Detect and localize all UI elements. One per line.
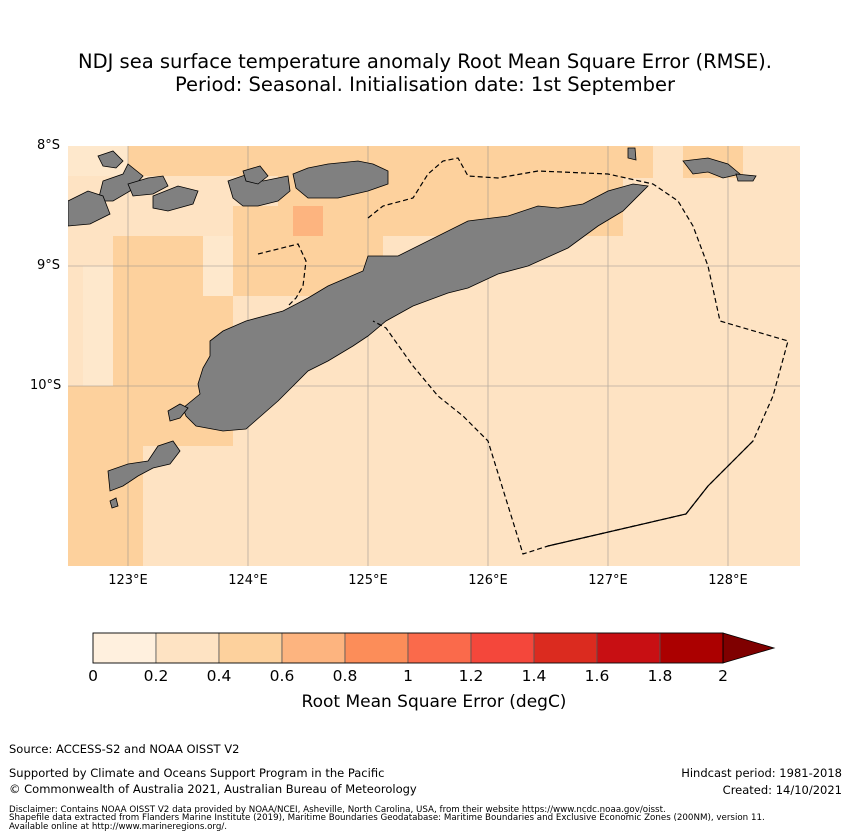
colorbar-extend-arrow (722, 632, 776, 664)
lon-label-124e: 124°E (228, 573, 268, 588)
lat-label-8s: 8°S (37, 138, 61, 153)
cbar-tick-0-2: 0.2 (143, 667, 169, 685)
cbar-tick-0-4: 0.4 (206, 667, 232, 685)
adonara-island (127, 175, 169, 197)
hindcast-text: Hindcast period: 1981-2018 (681, 766, 842, 780)
colorbar (92, 632, 776, 664)
small-island-2 (242, 165, 269, 185)
cbar-tick-1-4: 1.4 (521, 667, 547, 685)
semau-island (167, 403, 189, 422)
cbar-tick-1: 1 (403, 667, 413, 685)
chart-title-line1: NDJ sea surface temperature anomaly Root… (77, 50, 772, 73)
oecusse-boundary (257, 243, 307, 307)
colorbar-cell-9 (659, 632, 724, 664)
colorbar-cell-7 (533, 632, 598, 664)
cbar-tick-1-6: 1.6 (584, 667, 610, 685)
chart-title-line2: Period: Seasonal. Initialisation date: 1… (174, 73, 676, 96)
maritime-boundary (257, 157, 789, 555)
lembata-island (152, 185, 199, 212)
colorbar-cell-5 (407, 632, 472, 664)
cbar-tick-0: 0 (88, 667, 98, 685)
kisar-island (682, 157, 741, 179)
created-text: Created: 14/10/2021 (722, 783, 842, 797)
ndao-island (109, 497, 119, 509)
colorbar-cell-2 (218, 632, 283, 664)
colorbar-cell-0 (92, 632, 157, 664)
supported-text: Supported by Climate and Oceans Support … (9, 766, 385, 780)
lon-label-126e: 126°E (468, 573, 508, 588)
alor-island (292, 160, 389, 199)
disclaimer-line2: Shapefile data extracted from Flanders M… (9, 813, 765, 823)
land-masses (68, 147, 757, 509)
colorbar-cell-8 (596, 632, 661, 664)
disclaimer-line1: Disclaimer: Contains NOAA OISST V2 data … (9, 805, 666, 815)
cbar-tick-1-8: 1.8 (647, 667, 673, 685)
cbar-tick-0-6: 0.6 (269, 667, 295, 685)
eez-solid-segment (547, 440, 754, 547)
colorbar-cell-1 (155, 632, 220, 664)
rmse-field-06-08 (293, 206, 323, 236)
lon-label-125e: 125°E (348, 573, 388, 588)
colorbar-cell-6 (470, 632, 535, 664)
leti-island (735, 173, 757, 182)
disclaimer-line3: Available online at http://www.marinereg… (9, 822, 228, 832)
cbar-tick-2: 2 (718, 667, 728, 685)
source-text: Source: ACCESS-S2 and NOAA OISST V2 (9, 742, 240, 756)
copyright-text: © Commonwealth of Australia 2021, Austra… (9, 782, 417, 796)
small-island-3 (627, 147, 637, 161)
cbar-tick-1-2: 1.2 (458, 667, 484, 685)
colorbar-cell-3 (281, 632, 346, 664)
flores-coast (68, 190, 111, 227)
rmse-map (68, 146, 800, 566)
rote-island (107, 440, 181, 492)
lon-label-123e: 123°E (108, 573, 148, 588)
colorbar-cell-4 (344, 632, 409, 664)
lat-label-9s: 9°S (37, 258, 61, 273)
timor-island (182, 183, 649, 432)
lon-label-128e: 128°E (708, 573, 748, 588)
cbar-tick-0-8: 0.8 (332, 667, 358, 685)
lat-label-10s: 10°S (30, 378, 62, 393)
colorbar-frame (92, 632, 724, 664)
eez-boundary (367, 157, 789, 555)
lon-label-127e: 127°E (588, 573, 628, 588)
colorbar-label: Root Mean Square Error (degC) (301, 692, 567, 712)
small-island-1 (97, 150, 124, 169)
